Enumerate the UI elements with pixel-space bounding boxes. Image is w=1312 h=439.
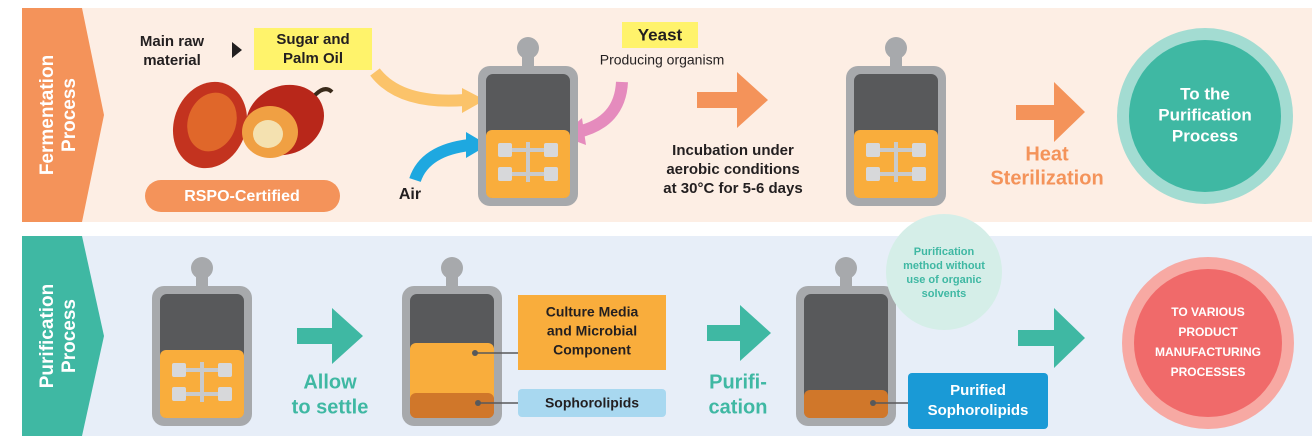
yeast-box [622,22,698,48]
sophorolipids-box [518,389,666,417]
method-bubble [886,214,1002,330]
yeast: Yeast [638,25,683,44]
final-step: PRODUCT [1178,325,1238,339]
incubation: aerobic conditions [666,161,799,178]
sophorolipids: Sophorolipids [545,395,639,411]
settling-tank [152,257,252,426]
callout-dot [472,350,478,356]
certification-badge [145,180,340,212]
yeast-arrow [576,81,628,138]
final-step: MANUFACTURING [1155,345,1261,359]
side-label: Process [59,299,80,373]
final-circle [1134,269,1282,417]
method-note: solvents [922,288,967,300]
settle: to settle [292,396,369,418]
purified: Purified [950,382,1006,399]
culture: and Microbial [547,323,637,339]
arrow [1016,82,1085,142]
fermenter-tank [478,37,578,206]
sugar-arrow [370,68,466,107]
arrow [297,308,363,364]
purified-tank [796,257,896,426]
raw-label: material [143,52,201,69]
next-step: Process [1172,126,1238,145]
settle: Allow [303,371,357,393]
raw-material: Palm Oil [283,50,343,67]
arrow [1018,308,1085,368]
separated-tank [402,257,502,426]
certification: RSPO-Certified [184,188,300,205]
air-arrowhead [466,132,488,158]
callout-dot [870,400,876,406]
next-step-circle [1129,40,1281,192]
fermentation-label: Fermentation Process [37,55,80,175]
next-step: To the [1180,84,1230,103]
final-step: PROCESSES [1171,365,1246,379]
method-note: Purification [914,246,975,258]
raw-label: Main raw [140,33,205,50]
final-step: TO VARIOUS [1171,305,1245,319]
method-note: use of organic [906,274,981,286]
sugar-arrowhead [462,88,485,113]
purify: cation [709,396,768,418]
culture-box [518,295,666,370]
callout-dot [475,400,481,406]
purification-chevron [22,236,104,436]
incubation: at 30°C for 5-6 days [663,180,802,197]
purified: Sophorolipids [928,402,1029,419]
arrow [707,305,771,361]
culture: Component [553,342,631,358]
culture: Culture Media [546,304,639,320]
next-step: Purification [1158,105,1252,124]
air: Air [399,186,421,203]
fermenter-tank [846,37,946,206]
palm-fruit [172,81,334,169]
raw-material: Sugar and [276,31,349,48]
method-note: method without [903,260,985,272]
incubation: Incubation under [672,142,794,159]
fermentation-chevron [22,8,104,222]
air-arrow [409,139,471,183]
purify: Purifi- [709,371,767,393]
arrow [697,72,768,128]
purified-box [908,373,1048,429]
side-label: Fermentation [37,55,58,175]
yeast-note: Producing organism [600,52,725,68]
sterilization: Heat [1025,143,1069,165]
side-label: Purification [37,284,58,389]
pointer [232,42,242,58]
side-label: Process [59,78,80,152]
raw-material-box [254,28,372,70]
sterilization: Sterilization [990,167,1103,189]
